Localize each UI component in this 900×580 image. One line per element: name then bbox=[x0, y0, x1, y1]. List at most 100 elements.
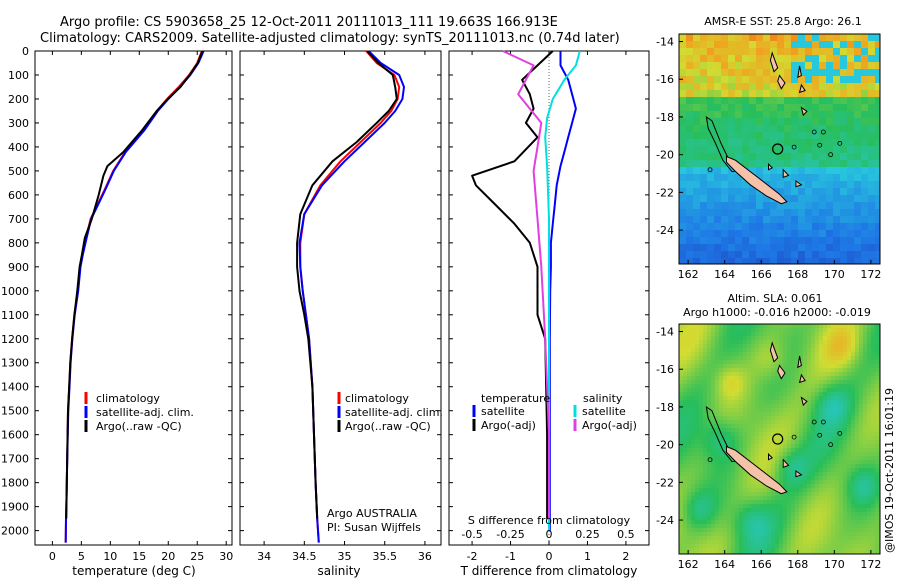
map-cell bbox=[723, 476, 728, 481]
map-cell bbox=[791, 488, 796, 493]
map-cell bbox=[854, 146, 862, 154]
map-cell bbox=[759, 432, 764, 437]
map-cell bbox=[771, 548, 776, 553]
map-cell bbox=[707, 160, 715, 168]
map-cell bbox=[739, 400, 744, 405]
map-cell bbox=[747, 552, 752, 555]
map-cell bbox=[711, 340, 716, 345]
map-cell bbox=[728, 216, 736, 224]
map-cell bbox=[833, 188, 841, 196]
map-cell bbox=[823, 396, 828, 401]
map-cell bbox=[711, 388, 716, 393]
map-cell bbox=[851, 440, 856, 445]
map-cell bbox=[770, 139, 778, 147]
map-cell bbox=[735, 90, 743, 98]
map-cell bbox=[799, 444, 804, 449]
map-cell bbox=[835, 372, 840, 377]
map-cell bbox=[683, 396, 688, 401]
map-cell bbox=[735, 384, 740, 389]
map-cell bbox=[819, 412, 824, 417]
map-cell bbox=[687, 352, 692, 357]
map-cell bbox=[719, 540, 724, 545]
map-cell bbox=[743, 472, 748, 477]
map-cell bbox=[843, 388, 848, 393]
salinity-difference-label: S difference from climatology bbox=[468, 514, 631, 527]
map-cell bbox=[755, 496, 760, 501]
map-cell bbox=[835, 444, 840, 449]
map-cell bbox=[861, 216, 869, 224]
map-cell bbox=[749, 48, 757, 56]
map-cell bbox=[803, 552, 808, 555]
map-cell bbox=[827, 356, 832, 361]
map-cell bbox=[827, 360, 832, 365]
map-cell bbox=[727, 408, 732, 413]
map-cell bbox=[831, 412, 836, 417]
map-cell bbox=[691, 468, 696, 473]
map-cell bbox=[843, 432, 848, 437]
map-cell bbox=[695, 432, 700, 437]
map-cell bbox=[715, 492, 720, 497]
map-cell bbox=[819, 436, 824, 441]
map-cell bbox=[843, 444, 848, 449]
map-cell bbox=[805, 195, 813, 203]
map-cell bbox=[743, 432, 748, 437]
map-cell bbox=[742, 209, 750, 217]
map-cell bbox=[835, 384, 840, 389]
map-cell bbox=[721, 209, 729, 217]
small-island bbox=[811, 419, 817, 425]
map-cell bbox=[723, 352, 728, 357]
map-cell bbox=[819, 181, 827, 189]
map-cell bbox=[714, 167, 722, 175]
map-cell bbox=[843, 436, 848, 441]
map-cell bbox=[749, 188, 757, 196]
map-cell bbox=[719, 520, 724, 525]
map-cell bbox=[840, 55, 848, 63]
map-cell bbox=[839, 480, 844, 485]
map-cell bbox=[755, 384, 760, 389]
map-cell bbox=[747, 368, 752, 373]
map-cell bbox=[783, 500, 788, 505]
map-cell bbox=[847, 90, 855, 98]
map-cell bbox=[683, 368, 688, 373]
map-cell bbox=[779, 512, 784, 517]
map-cell bbox=[833, 202, 841, 210]
map-cell bbox=[703, 504, 708, 509]
map-cell bbox=[751, 364, 756, 369]
map-cell bbox=[775, 404, 780, 409]
map-cell bbox=[819, 69, 827, 77]
map-cell bbox=[679, 492, 684, 497]
map-cell bbox=[863, 332, 868, 337]
map-cell bbox=[799, 388, 804, 393]
map-cell bbox=[812, 104, 820, 112]
map-cell bbox=[847, 55, 855, 63]
vanuatu-island bbox=[798, 83, 806, 94]
map-cell bbox=[695, 348, 700, 353]
map-cell bbox=[683, 328, 688, 333]
map-cell bbox=[735, 146, 743, 154]
map-cell bbox=[867, 460, 872, 465]
map-cell bbox=[777, 223, 785, 231]
map-cell bbox=[735, 352, 740, 357]
map-cell bbox=[721, 167, 729, 175]
map-cell bbox=[763, 223, 771, 231]
map-cell bbox=[759, 452, 764, 457]
map-cell bbox=[707, 496, 712, 501]
map-cell bbox=[759, 336, 764, 341]
map-cell bbox=[847, 356, 852, 361]
map-cell bbox=[777, 55, 785, 63]
map-cell bbox=[851, 396, 856, 401]
map-cell bbox=[735, 524, 740, 529]
map-cell bbox=[747, 448, 752, 453]
map-cell bbox=[815, 332, 820, 337]
map-cell bbox=[759, 420, 764, 425]
map-cell bbox=[827, 384, 832, 389]
map-cell bbox=[747, 544, 752, 549]
map-cell bbox=[779, 520, 784, 525]
map-cell bbox=[815, 496, 820, 501]
map-cell bbox=[787, 428, 792, 433]
map-cell bbox=[795, 364, 800, 369]
map-cell bbox=[843, 344, 848, 349]
map-cell bbox=[743, 436, 748, 441]
map-cell bbox=[807, 324, 812, 329]
map-cell bbox=[847, 400, 852, 405]
